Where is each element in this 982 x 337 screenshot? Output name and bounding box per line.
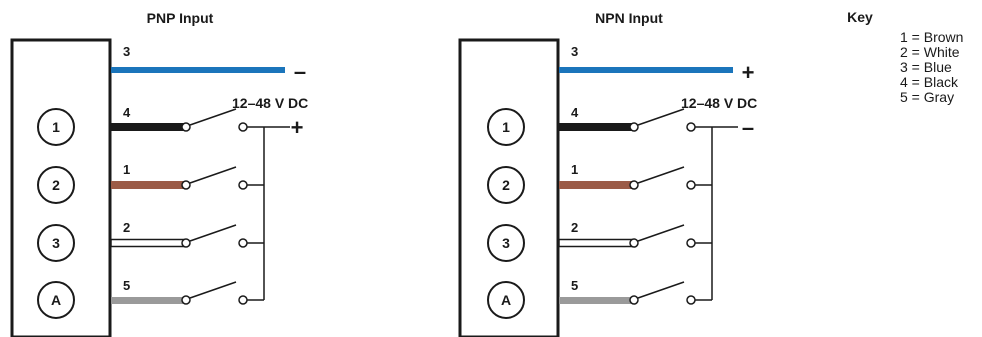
npn-panel: NPN Input 1 2 3 A 3 + 12–48 V DC – 4 [458, 10, 757, 337]
pnp-pin-a: A [37, 281, 75, 319]
svg-text:A: A [51, 292, 61, 308]
key-item-black: 4 = Black [900, 74, 959, 90]
npn-pin-3: 3 [487, 224, 525, 262]
pnp-common-rail [247, 126, 290, 301]
key-title: Key [847, 9, 873, 25]
svg-text:5: 5 [571, 278, 578, 293]
svg-text:1: 1 [123, 162, 130, 177]
npn-switch-1 [629, 108, 696, 132]
svg-text:3: 3 [123, 44, 130, 59]
pnp-panel: PNP Input 1 2 3 A 3 – 12–48 V DC + [10, 10, 308, 337]
npn-voltage-label: 12–48 V DC [681, 95, 757, 111]
pnp-top-sign: – [294, 59, 306, 84]
pnp-switch-a [181, 281, 248, 305]
svg-text:4: 4 [571, 105, 579, 120]
svg-text:1: 1 [502, 119, 510, 135]
wire-color-key: Key 1 = Brown 2 = White 3 = Blue 4 = Bla… [847, 9, 963, 105]
npn-pin-1: 1 [487, 108, 525, 146]
npn-switch-2 [629, 166, 696, 190]
npn-switch-a [629, 281, 696, 305]
pnp-rail-sign: + [291, 115, 304, 140]
npn-common-rail [695, 126, 738, 301]
pnp-voltage-label: 12–48 V DC [232, 95, 308, 111]
pnp-wire-1-brown: 1 [111, 162, 185, 189]
npn-top-sign: + [742, 60, 755, 85]
key-item-brown: 1 = Brown [900, 29, 963, 45]
npn-title: NPN Input [595, 10, 663, 26]
pnp-pin-3: 3 [37, 224, 75, 262]
npn-switch-3 [629, 224, 696, 248]
pnp-wire-5-gray: 5 [111, 278, 185, 304]
svg-text:3: 3 [571, 44, 578, 59]
npn-pin-2: 2 [487, 166, 525, 204]
pnp-switch-3 [181, 224, 248, 248]
npn-wire-3-blue: 3 [559, 44, 733, 73]
npn-wire-4-black: 4 [559, 105, 633, 131]
svg-text:2: 2 [123, 220, 130, 235]
pnp-pin-2: 2 [37, 166, 75, 204]
svg-text:2: 2 [502, 177, 510, 193]
pnp-wire-2-white: 2 [110, 220, 186, 248]
npn-wire-1-brown: 1 [559, 162, 633, 189]
key-item-white: 2 = White [900, 44, 960, 60]
key-item-blue: 3 = Blue [900, 59, 952, 75]
svg-text:4: 4 [123, 105, 131, 120]
svg-text:3: 3 [502, 235, 510, 251]
svg-text:2: 2 [52, 177, 60, 193]
pnp-wire-3-blue: 3 [111, 44, 285, 73]
svg-text:1: 1 [571, 162, 578, 177]
svg-text:3: 3 [52, 235, 60, 251]
pnp-title: PNP Input [147, 10, 214, 26]
npn-wire-2-white: 2 [558, 220, 634, 248]
npn-wire-5-gray: 5 [559, 278, 633, 304]
npn-pin-a: A [487, 281, 525, 319]
key-item-gray: 5 = Gray [900, 89, 954, 105]
pnp-wire-4-black: 4 [111, 105, 185, 131]
svg-text:A: A [501, 292, 511, 308]
pnp-pin-1: 1 [37, 108, 75, 146]
npn-rail-sign: – [742, 115, 754, 140]
svg-text:5: 5 [123, 278, 130, 293]
svg-text:1: 1 [52, 119, 60, 135]
svg-text:2: 2 [571, 220, 578, 235]
pnp-switch-2 [181, 166, 248, 190]
pnp-switch-1 [181, 108, 248, 132]
